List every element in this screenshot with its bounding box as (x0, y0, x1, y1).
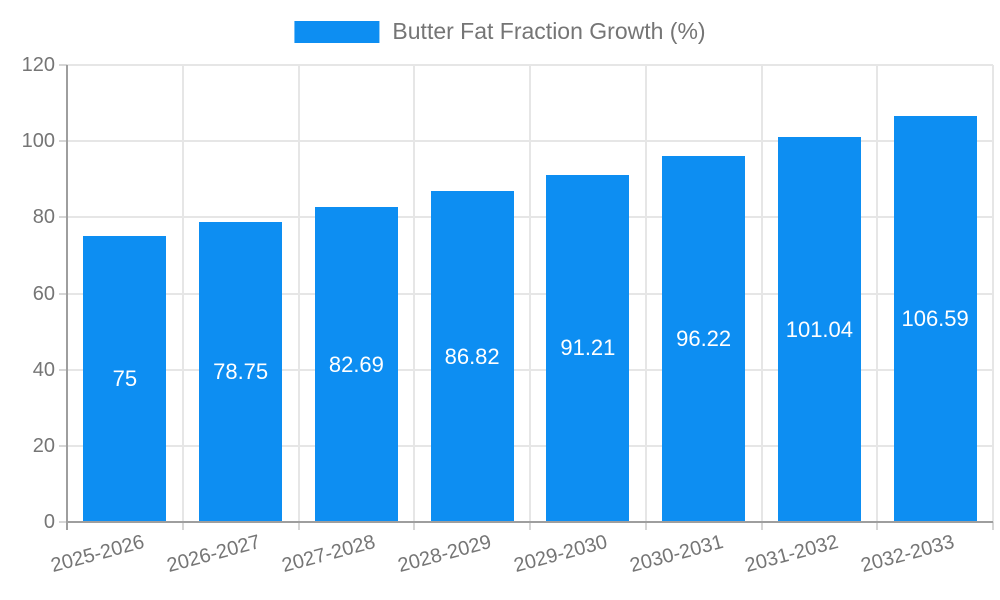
v-gridline (760, 65, 763, 522)
x-axis-label: 2032-2033 (858, 531, 957, 578)
y-axis-label: 60 (32, 282, 55, 305)
y-tick (59, 64, 67, 66)
y-axis-line (66, 65, 68, 530)
bar-value-label: 106.59 (901, 306, 969, 332)
y-axis-label: 0 (43, 511, 55, 533)
v-gridline (876, 65, 879, 522)
y-tick (59, 216, 67, 219)
bar-value-label: 86.82 (444, 343, 500, 369)
x-tick (181, 522, 184, 530)
bar[interactable]: 82.69 (314, 207, 398, 522)
y-tick (59, 292, 67, 295)
bar-value-label: 96.22 (676, 325, 732, 351)
bar[interactable]: 96.22 (662, 155, 746, 522)
bar[interactable]: 101.04 (777, 137, 861, 522)
y-axis-label: 20 (32, 434, 55, 457)
bar-value-label: 82.69 (328, 351, 384, 377)
y-axis-label: 40 (32, 358, 55, 381)
x-axis-label: 2027-2028 (279, 531, 379, 578)
x-axis-label: 2026-2027 (164, 531, 263, 578)
x-axis-baseline (67, 521, 993, 523)
v-gridline (413, 65, 416, 522)
bar[interactable]: 75 (83, 236, 167, 522)
bar[interactable]: 106.59 (893, 116, 977, 522)
x-axis-label: 2029-2030 (511, 531, 610, 578)
y-axis-label: 120 (21, 54, 55, 76)
y-axis-label: 100 (21, 130, 55, 153)
x-tick (876, 522, 879, 530)
v-gridline (644, 65, 647, 522)
v-gridline (529, 65, 531, 522)
y-tick (59, 140, 67, 143)
y-tick (59, 368, 67, 371)
bar-value-label: 75 (112, 366, 138, 392)
y-axis-label: 80 (32, 206, 55, 229)
y-tick (59, 444, 67, 447)
bar[interactable]: 91.21 (546, 174, 630, 522)
legend-item[interactable]: Butter Fat Fraction Growth (%) (294, 18, 706, 45)
x-tick (297, 522, 300, 530)
x-tick (529, 522, 531, 530)
x-tick (760, 522, 763, 530)
v-gridline (181, 65, 184, 522)
x-tick (992, 522, 994, 530)
v-gridline (297, 65, 300, 522)
bar[interactable]: 86.82 (430, 191, 514, 522)
x-tick (644, 522, 647, 530)
y-tick (59, 521, 67, 523)
x-axis-label: 2030-2031 (627, 531, 726, 578)
bar-value-label: 101.04 (785, 316, 854, 342)
x-axis-label: 2028-2029 (395, 531, 494, 578)
v-gridline (992, 65, 994, 522)
bar-value-label: 78.75 (213, 359, 269, 385)
x-axis-label: 2031-2032 (742, 531, 842, 578)
legend-swatch (294, 20, 380, 43)
bar[interactable]: 78.75 (199, 222, 283, 522)
x-tick (413, 522, 416, 530)
legend-label: Butter Fat Fraction Growth (%) (392, 18, 706, 44)
x-axis-label: 2025-2026 (48, 531, 147, 578)
plot-area: 0 20 40 60 80 100 120 75 2025-2026 78.75 2026-2027… (22, 54, 994, 577)
bar-value-label: 91.21 (560, 335, 616, 361)
